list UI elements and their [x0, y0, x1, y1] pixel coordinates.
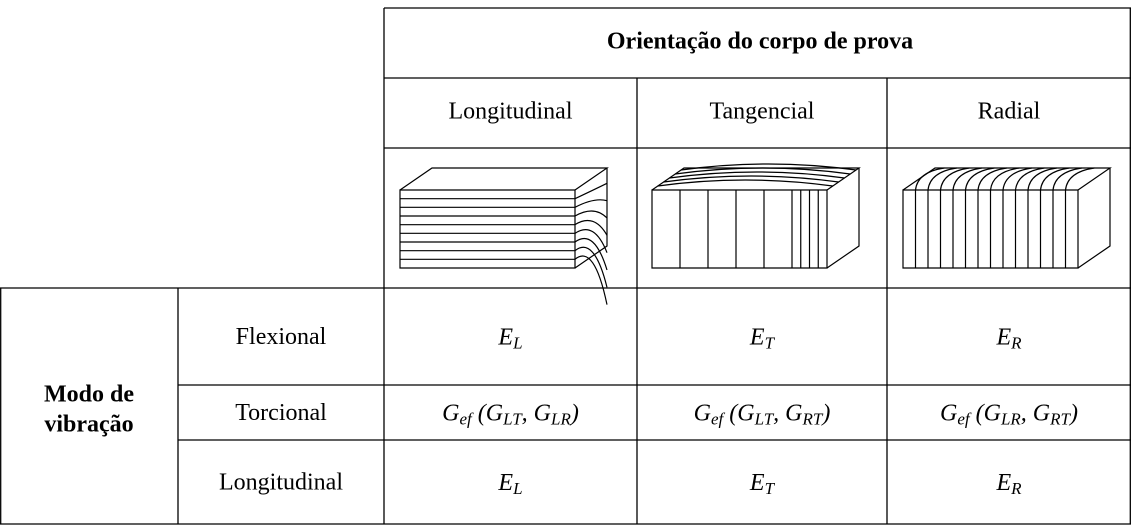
formula-text: , G — [522, 400, 551, 426]
formula-subscript: ef — [711, 409, 726, 428]
drawing-line — [399, 189, 576, 269]
formula-text: G — [694, 400, 711, 426]
drawing-line — [927, 167, 957, 191]
formula-text: E — [995, 470, 1011, 496]
drawing-line — [914, 167, 945, 191]
formula-text: E — [749, 324, 765, 350]
drawing-line — [574, 229, 608, 253]
formula-subscript: LR — [1000, 409, 1021, 428]
drawing-line — [675, 167, 851, 175]
drawing-line — [574, 255, 608, 305]
formula-text: E — [995, 324, 1011, 350]
drawing-line — [964, 167, 995, 191]
formula-text: E — [749, 470, 765, 496]
formula-subscript: R — [1010, 479, 1022, 498]
formula-text: ) — [820, 400, 830, 426]
drawing-line — [663, 175, 839, 183]
column-header: Tangencial — [710, 99, 815, 125]
formula-text: , G — [773, 400, 802, 426]
cell-formula: EL​ — [497, 324, 522, 352]
drawing-line — [574, 210, 608, 219]
formula-text: ) — [1068, 400, 1078, 426]
specimen-drawings — [399, 163, 1112, 305]
cell-formula: Gef​ (GLT​, GRT​) — [694, 400, 831, 428]
formula-subscript: T — [765, 333, 776, 352]
drawing-line — [399, 167, 609, 191]
drawing-line — [1064, 167, 1095, 191]
cell-formula: ET​ — [749, 470, 776, 498]
formula-subscript: L — [512, 479, 522, 498]
formula-subscript: RT — [1049, 409, 1071, 428]
row-group-label: vibração — [44, 412, 133, 438]
drawing-line — [574, 219, 608, 236]
formula-subscript: RT — [802, 409, 824, 428]
formula-subscript: LT — [754, 409, 775, 428]
cell-formula: ER​ — [995, 324, 1022, 352]
cell-formula: ET​ — [749, 324, 776, 352]
drawing-line — [574, 237, 608, 271]
drawing-line — [1052, 167, 1082, 191]
formula-text: (G — [472, 400, 503, 426]
cell-formula: ER​ — [995, 470, 1022, 498]
drawing-line — [1002, 167, 1032, 191]
formula-subscript: LR — [550, 409, 571, 428]
table-title: Orientação do corpo de prova — [607, 29, 913, 55]
formula-text: (G — [723, 400, 754, 426]
drawing-line — [574, 199, 608, 208]
drawing-line — [574, 246, 608, 288]
drawing-line — [952, 167, 982, 191]
drawing-line — [1077, 168, 1111, 269]
column-header: Radial — [978, 99, 1041, 125]
cell-formula: Gef​ (GLR​, GRT​) — [940, 400, 1078, 428]
drawing-line — [574, 182, 608, 200]
formula-subscript: T — [765, 479, 776, 498]
drawing-line — [574, 168, 608, 269]
formula-text: E — [497, 470, 513, 496]
formula-text: E — [497, 324, 513, 350]
row-label: Torcional — [235, 400, 327, 426]
drawing-line — [977, 167, 1007, 191]
drawing-line — [669, 171, 845, 179]
cell-formula: EL​ — [497, 470, 522, 498]
drawing-line — [1027, 167, 1057, 191]
drawing-line — [657, 179, 833, 187]
formula-subscript: LT — [502, 409, 523, 428]
formula-text: G — [940, 400, 957, 426]
formula-subscript: ef — [459, 409, 474, 428]
formula-text: G — [442, 400, 459, 426]
formula-text: , G — [1021, 400, 1050, 426]
drawing-line — [1039, 167, 1070, 191]
formula-text: ) — [569, 400, 579, 426]
cell-formula: Gef​ (GLT​, GLR​) — [442, 400, 579, 428]
formula-subscript: L — [512, 333, 522, 352]
row-label: Longitudinal — [219, 470, 343, 496]
formula-subscript: R — [1010, 333, 1022, 352]
drawing-line — [989, 167, 1020, 191]
drawing-line — [1014, 167, 1045, 191]
formula-text: (G — [970, 400, 1001, 426]
drawing-line — [826, 168, 860, 269]
drawing-line — [680, 163, 857, 171]
row-group-label: Modo de — [44, 382, 134, 408]
drawing-line — [902, 167, 1112, 191]
formula-subscript: ef — [957, 409, 972, 428]
column-header: Longitudinal — [449, 99, 573, 125]
row-label: Flexional — [236, 324, 327, 350]
drawing-line — [939, 167, 970, 191]
